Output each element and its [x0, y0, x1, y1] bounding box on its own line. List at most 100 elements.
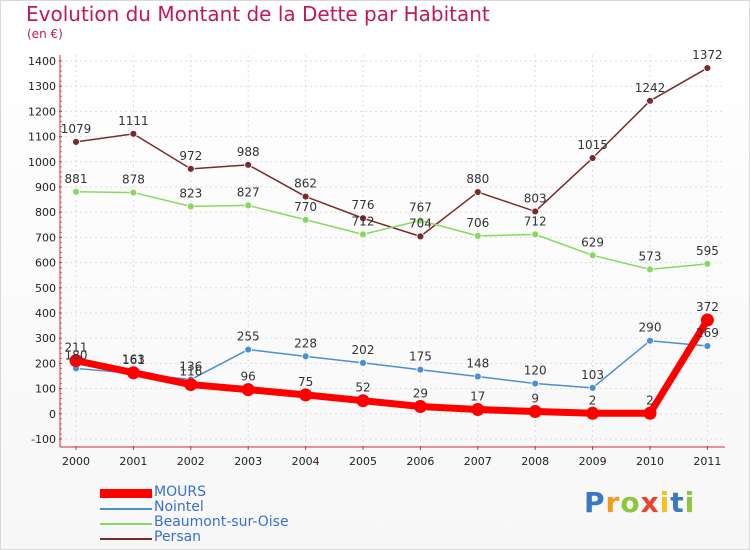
data-point: [703, 64, 712, 72]
y-tick-label: 200: [35, 357, 56, 370]
data-label: 770: [294, 200, 317, 214]
data-point: [700, 313, 714, 327]
data-label: 712: [524, 214, 547, 228]
y-tick-label: 0: [49, 408, 56, 421]
data-label: 573: [639, 249, 662, 263]
data-label: 163: [122, 353, 145, 367]
data-point: [473, 231, 482, 240]
y-tick-label: 1100: [28, 131, 56, 144]
y-tick-label: -100: [31, 433, 56, 446]
data-label: 1015: [577, 138, 608, 152]
data-point: [186, 164, 195, 173]
data-label: 803: [524, 191, 547, 205]
data-point: [643, 406, 657, 420]
data-point: [244, 201, 253, 210]
data-label: 2: [589, 393, 597, 407]
data-label: 175: [409, 350, 432, 364]
logo-letter: o: [620, 486, 641, 519]
proxiti-logo: Proxiti: [584, 486, 695, 519]
legend-label: Nointel: [154, 499, 204, 515]
y-tick-label: 1400: [28, 55, 56, 68]
data-point: [471, 403, 485, 417]
data-label: 706: [466, 216, 489, 230]
data-point: [473, 188, 482, 196]
data-label: 103: [581, 368, 604, 382]
logo-letter: i: [684, 486, 696, 519]
legend-swatch: [100, 508, 152, 510]
data-label: 202: [352, 343, 375, 357]
data-label: 96: [241, 370, 256, 384]
data-label: 29: [413, 386, 428, 400]
logo-letter: i: [659, 486, 671, 519]
data-label: 767: [409, 201, 432, 215]
chart-title: Evolution du Montant de la Dette par Hab…: [26, 2, 490, 26]
x-tick-label: 2005: [349, 455, 377, 468]
data-point: [531, 207, 540, 216]
data-point: [359, 230, 367, 239]
data-point: [586, 406, 600, 420]
data-label: 75: [298, 375, 313, 389]
data-label: 862: [294, 177, 317, 191]
data-point: [416, 216, 425, 225]
data-label: 17: [470, 390, 485, 404]
y-tick-label: 800: [35, 206, 56, 219]
data-label: 290: [639, 321, 662, 335]
data-point: [299, 388, 313, 402]
x-tick-label: 2007: [464, 455, 492, 468]
data-point: [413, 399, 427, 413]
y-tick-label: 700: [35, 231, 56, 244]
logo-letter: r: [605, 486, 621, 519]
data-label: 1111: [118, 114, 149, 128]
x-tick-label: 2004: [292, 455, 320, 468]
data-label: 269: [696, 326, 719, 340]
y-tick-label: 600: [35, 257, 56, 270]
data-point: [588, 251, 597, 260]
data-label: 827: [237, 185, 260, 199]
data-label: 988: [237, 145, 260, 159]
data-label: 161: [122, 353, 145, 367]
data-label: 881: [65, 172, 88, 186]
data-label: 878: [122, 173, 145, 187]
data-point: [473, 372, 482, 381]
y-tick-label: 100: [35, 383, 56, 396]
data-label: 1079: [61, 122, 92, 136]
data-label: 120: [524, 364, 547, 378]
data-label: 972: [179, 149, 202, 163]
series-line-nointel: [75, 339, 709, 389]
legend-label: MOURS: [154, 484, 206, 500]
y-tick-label: 500: [35, 282, 56, 295]
data-point: [184, 378, 198, 392]
x-tick-label: 2010: [636, 455, 664, 468]
data-point: [301, 192, 310, 201]
data-point: [186, 202, 195, 211]
data-point: [301, 215, 310, 224]
data-label: 595: [696, 244, 719, 258]
data-label: 9: [531, 392, 539, 406]
data-point: [531, 230, 540, 239]
x-tick-label: 2003: [234, 455, 262, 468]
y-tick-label: 900: [35, 181, 56, 194]
data-point: [359, 358, 367, 367]
logo-letter: t: [670, 486, 685, 519]
series-line-persan: [75, 67, 709, 238]
data-point: [244, 160, 253, 169]
data-point: [416, 365, 425, 374]
data-point: [301, 352, 310, 361]
x-tick-label: 2002: [177, 455, 205, 468]
x-tick-label: 2006: [406, 455, 434, 468]
logo-letter: P: [584, 486, 606, 519]
data-point: [129, 188, 138, 197]
data-label: 1242: [635, 81, 666, 95]
data-label: 629: [581, 235, 604, 249]
x-tick-label: 2011: [693, 455, 721, 468]
x-tick-label: 2000: [62, 455, 90, 468]
data-label: 180: [65, 348, 88, 362]
legend-label: Persan: [154, 529, 202, 545]
data-point: [531, 379, 540, 388]
data-label: 211: [65, 341, 88, 355]
legend-label: Beaumont-sur-Oise: [154, 514, 289, 530]
series-line-mours: [72, 316, 711, 417]
data-label: 52: [355, 381, 370, 395]
data-label: 2: [646, 393, 654, 407]
